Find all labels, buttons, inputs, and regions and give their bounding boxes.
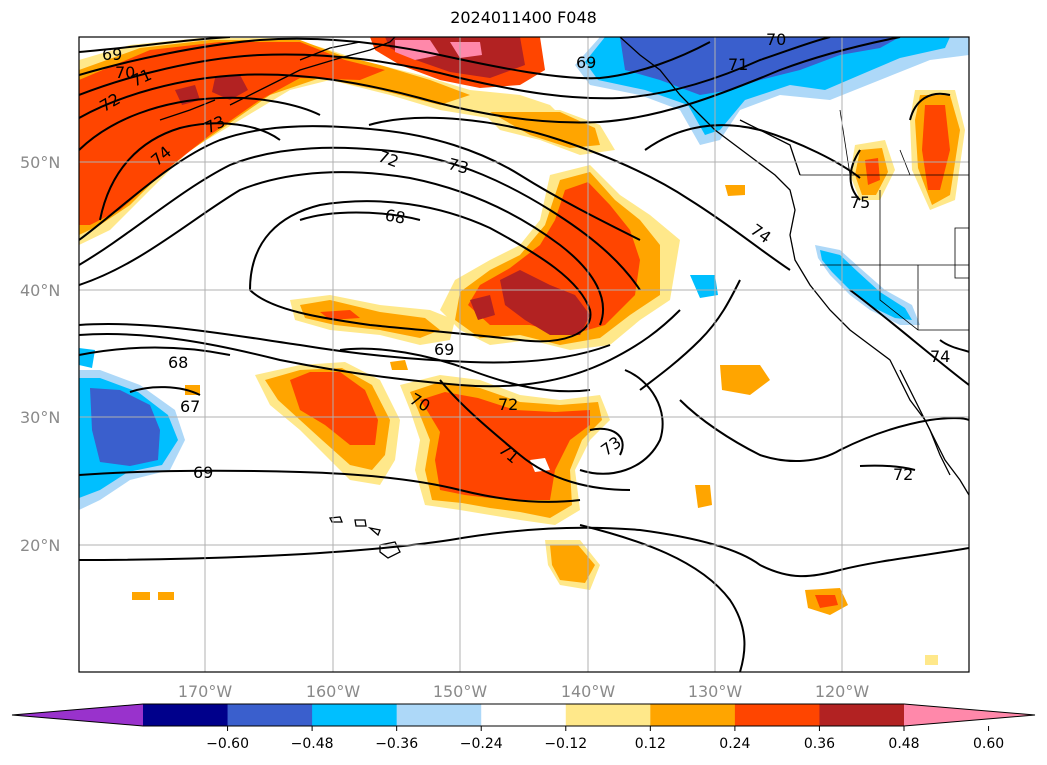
lon-label: 120°W <box>815 682 870 701</box>
colorbar-box <box>819 704 905 726</box>
colorbar-tick-label: −0.24 <box>460 736 503 752</box>
lon-label: 130°W <box>688 682 743 701</box>
colorbar-box <box>227 704 313 726</box>
map-title: 2024011400 F048 <box>450 8 597 27</box>
contour-label: 71 <box>728 55 748 74</box>
map-frame <box>78 36 970 673</box>
colorbar-box <box>650 704 736 726</box>
height-contours <box>79 37 969 672</box>
contour-label: 75 <box>850 193 870 212</box>
contour-label: 68 <box>168 353 188 372</box>
colorbar-tick-label: 0.60 <box>973 736 1004 752</box>
contour-label: 72 <box>893 465 913 484</box>
colorbar-extend-high <box>904 704 1035 726</box>
longitude-labels: 170°W 160°W 150°W 140°W 130°W 120°W <box>178 682 870 701</box>
colorbar-box <box>734 704 820 726</box>
colorbar-extend-low <box>12 704 143 726</box>
lon-label: 140°W <box>561 682 616 701</box>
colorbar-tick-label: −0.60 <box>206 736 249 752</box>
colorbar-box <box>565 704 651 726</box>
colorbar-tick-label: 0.24 <box>719 736 750 752</box>
contour-label: 70 <box>115 63 135 82</box>
lon-label: 170°W <box>178 682 233 701</box>
colorbar-tick-label: −0.36 <box>375 736 418 752</box>
colorbar-box <box>143 704 229 726</box>
contour-label: 74 <box>930 347 950 366</box>
colorbar-tick-label: 0.12 <box>635 736 666 752</box>
contour-label: 67 <box>180 397 200 416</box>
political-borders <box>800 109 969 331</box>
lon-label: 160°W <box>306 682 361 701</box>
lat-label: 50°N <box>20 153 60 172</box>
contour-label: 69 <box>193 463 213 482</box>
colorbar: −0.60 −0.48 −0.36 −0.24 −0.12 0.12 0.24 0.36 0.4… <box>11 703 1036 752</box>
contour-label: 68 <box>384 205 407 227</box>
contour-label: 72 <box>498 395 518 414</box>
lat-label: 30°N <box>20 408 60 427</box>
lon-label: 150°W <box>433 682 488 701</box>
negative-anomaly-fill <box>79 37 969 510</box>
colorbar-tick-label: 0.36 <box>804 736 835 752</box>
colorbar-tick-label: −0.48 <box>291 736 334 752</box>
colorbar-box <box>312 704 398 726</box>
lat-label: 40°N <box>20 281 60 300</box>
latitude-labels: 50°N 40°N 30°N 20°N <box>20 153 60 555</box>
contour-label: 69 <box>576 53 596 72</box>
contour-label: 73 <box>446 154 471 178</box>
map-content <box>79 37 969 672</box>
colorbar-box <box>481 704 567 726</box>
colorbar-tick-label: −0.12 <box>544 736 587 752</box>
graticule <box>79 37 969 672</box>
colorbar-box <box>396 704 482 726</box>
contour-label: 69 <box>102 45 122 64</box>
contour-label: 69 <box>434 340 454 359</box>
colorbar-outline <box>11 703 1036 727</box>
lat-label: 20°N <box>20 536 60 555</box>
colorbar-tick-label: 0.48 <box>888 736 919 752</box>
contour-label: 70 <box>766 30 786 49</box>
